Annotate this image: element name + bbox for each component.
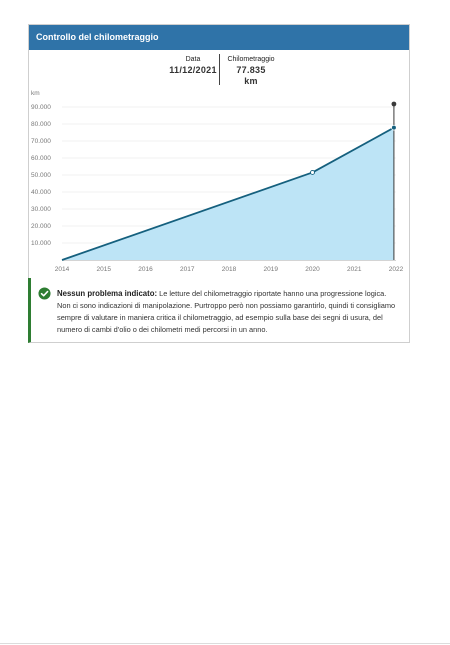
check-circle-icon	[38, 287, 51, 300]
notice-box: Nessun problema indicato: Le letture del…	[28, 278, 410, 343]
y-tick-label: 10.000	[31, 240, 51, 247]
x-tick-label: 2021	[347, 266, 362, 273]
y-tick-label: 20.000	[31, 223, 51, 230]
tooltip-date: Data 11/12/2021	[165, 55, 221, 76]
x-tick-label: 2016	[138, 266, 153, 273]
x-tick-label: 2015	[97, 266, 112, 273]
chart-tooltip: Data 11/12/2021 Chilometraggio 77.835 km	[29, 54, 409, 114]
x-tick-label: 2019	[264, 266, 279, 273]
y-tick-label: 80.000	[31, 121, 51, 128]
x-tick-label: 2018	[222, 266, 237, 273]
tooltip-mileage: Chilometraggio 77.835 km	[223, 55, 279, 87]
tooltip-divider	[219, 54, 220, 85]
tooltip-date-value: 11/12/2021	[169, 65, 217, 75]
x-tick-label: 2020	[305, 266, 320, 273]
y-tick-label: 90.000	[31, 104, 51, 111]
tooltip-km-value: 77.835	[236, 65, 266, 75]
panel-title: Controllo del chilometraggio	[29, 25, 409, 50]
data-point	[391, 124, 397, 131]
y-tick-label: 50.000	[31, 172, 51, 179]
tooltip-date-label: Data	[185, 56, 201, 63]
notice-title: Nessun problema indicato:	[57, 289, 158, 298]
x-tick-label: 2022	[389, 266, 404, 273]
tooltip-km-label: Chilometraggio	[227, 56, 275, 63]
x-tick-label: 2017	[180, 266, 195, 273]
mileage-chart[interactable]: 10.000 20.000 30.000 40.000 50.000 60.000 70.0…	[29, 83, 409, 275]
hover-cursor-dot	[391, 101, 397, 107]
data-point	[310, 169, 315, 175]
x-tick-label: 2014	[55, 266, 70, 273]
area-fill	[62, 127, 394, 260]
y-tick-label: 40.000	[31, 189, 51, 196]
y-tick-label: 60.000	[31, 155, 51, 162]
notice-text: Nessun problema indicato: Le letture del…	[57, 288, 397, 336]
y-axis-label: km	[31, 90, 40, 97]
notice-body: Le letture del chilometraggio riportate …	[57, 289, 396, 334]
page-divider	[0, 643, 450, 644]
y-tick-label: 30.000	[31, 206, 51, 213]
y-tick-label: 70.000	[31, 138, 51, 145]
tooltip-km-unit: km	[244, 76, 258, 86]
